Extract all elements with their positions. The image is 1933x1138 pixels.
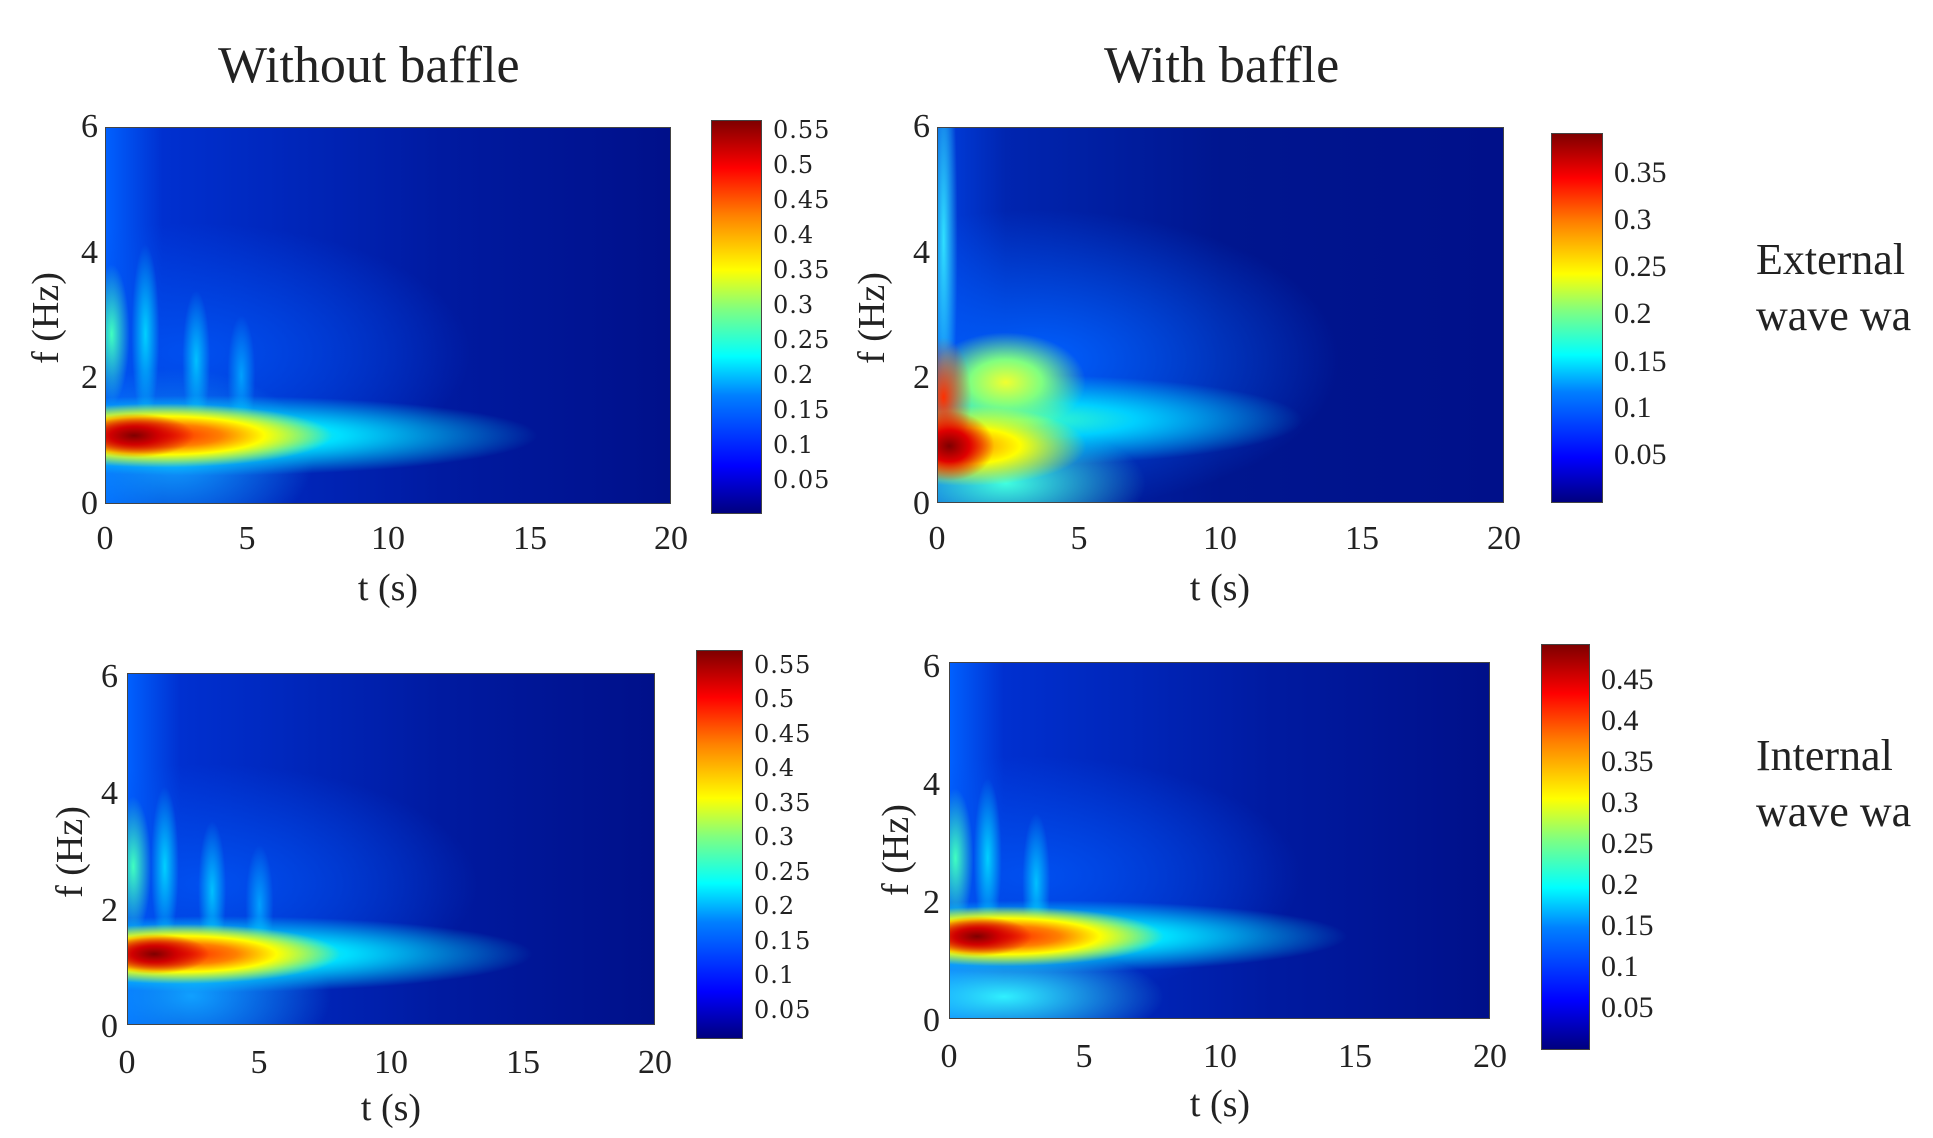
x-tick: 20 <box>1473 1038 1507 1075</box>
y-tick: 2 <box>81 359 98 396</box>
y-axis-label: f (Hz) <box>851 272 893 364</box>
x-tick: 5 <box>238 520 256 557</box>
x-tick: 15 <box>506 1044 540 1081</box>
row-label-external: External wave wa <box>1756 232 1911 344</box>
x-tick: 15 <box>1345 520 1379 557</box>
colorbar-tick: 0.3 <box>754 823 796 851</box>
colorbar-tick: 0.4 <box>773 221 815 249</box>
x-tick: 15 <box>1338 1038 1372 1075</box>
x-tick: 15 <box>513 520 547 557</box>
colorbar-tick: 0.1 <box>1614 391 1652 424</box>
colorbar-tick: 0.2 <box>1601 868 1639 901</box>
colorbar-tick: 0.15 <box>1614 345 1667 378</box>
spectrogram-plot <box>937 127 1504 503</box>
colorbar-tick: 0.45 <box>773 186 831 214</box>
x-tick: 20 <box>638 1044 672 1081</box>
y-tick: 4 <box>923 766 940 803</box>
colorbar-tick: 0.25 <box>1614 250 1667 283</box>
colorbar-tick: 0.5 <box>754 685 796 713</box>
y-tick: 4 <box>913 234 930 271</box>
colorbar-tick: 0.2 <box>1614 297 1652 330</box>
colorbar <box>1541 644 1590 1050</box>
y-tick: 0 <box>81 485 98 522</box>
y-tick: 0 <box>913 485 930 522</box>
x-tick: 5 <box>1075 1038 1093 1075</box>
colorbar-tick: 0.05 <box>754 996 812 1024</box>
colorbar-tick: 0.35 <box>773 256 831 284</box>
colorbar-tick: 0.4 <box>754 754 796 782</box>
y-tick: 4 <box>81 234 98 271</box>
colorbar-tick: 0.05 <box>1601 991 1654 1024</box>
colorbar-tick: 0.1 <box>773 431 815 459</box>
column-title-without-baffle: Without baffle <box>218 37 520 94</box>
x-tick: 0 <box>928 520 946 557</box>
y-axis-label: f (Hz) <box>875 804 917 896</box>
y-tick: 2 <box>923 884 940 921</box>
x-axis-label: t (s) <box>360 1087 422 1129</box>
colorbar-tick: 0.5 <box>773 151 815 179</box>
x-tick: 0 <box>118 1044 136 1081</box>
spectrogram-plot <box>949 662 1490 1019</box>
y-tick: 2 <box>913 359 930 396</box>
y-tick: 0 <box>101 1008 118 1045</box>
row-label-external-line1: External <box>1756 235 1906 284</box>
y-tick: 6 <box>913 108 930 145</box>
colorbar-tick: 0.45 <box>1601 663 1654 696</box>
colorbar-tick: 0.3 <box>773 291 815 319</box>
colorbar-tick: 0.1 <box>754 961 796 989</box>
x-tick: 20 <box>654 520 688 557</box>
colorbar-tick: 0.55 <box>773 116 831 144</box>
y-tick: 0 <box>923 1002 940 1039</box>
x-tick: 10 <box>371 520 405 557</box>
y-axis-label: f (Hz) <box>49 806 91 898</box>
colorbar-tick: 0.35 <box>1601 745 1654 778</box>
colorbar-tick: 0.3 <box>1601 786 1639 819</box>
y-axis-label: f (Hz) <box>25 272 67 364</box>
colorbar-tick: 0.25 <box>773 326 831 354</box>
colorbar-tick: 0.4 <box>1601 704 1639 737</box>
y-tick: 4 <box>101 775 118 812</box>
colorbar-tick: 0.15 <box>754 927 812 955</box>
x-axis-label: t (s) <box>1189 567 1251 609</box>
x-tick: 10 <box>1203 1038 1237 1075</box>
colorbar-tick: 0.25 <box>754 858 812 886</box>
row-label-external-line2: wave wa <box>1756 291 1912 340</box>
x-tick: 10 <box>1203 520 1237 557</box>
colorbar-tick: 0.05 <box>773 466 831 494</box>
x-tick: 10 <box>374 1044 408 1081</box>
colorbar <box>1551 133 1603 503</box>
x-axis-label: t (s) <box>1189 1083 1251 1125</box>
colorbar-tick: 0.35 <box>754 789 812 817</box>
x-axis-label: t (s) <box>357 567 419 609</box>
y-tick: 6 <box>81 108 98 145</box>
colorbar-tick: 0.15 <box>1601 909 1654 942</box>
row-label-internal: Internal wave wa <box>1756 728 1911 840</box>
row-label-internal-line1: Internal <box>1756 731 1893 780</box>
colorbar-tick: 0.35 <box>1614 156 1667 189</box>
y-tick: 2 <box>101 892 118 929</box>
x-tick: 20 <box>1487 520 1521 557</box>
x-tick: 5 <box>250 1044 268 1081</box>
row-label-internal-line2: wave wa <box>1756 787 1912 836</box>
colorbar-tick: 0.2 <box>754 892 796 920</box>
y-tick: 6 <box>923 648 940 685</box>
x-tick: 0 <box>940 1038 958 1075</box>
colorbar-tick: 0.05 <box>1614 438 1667 471</box>
y-tick: 6 <box>101 658 118 695</box>
x-tick: 0 <box>96 520 114 557</box>
colorbar-tick: 0.1 <box>1601 950 1639 983</box>
colorbar-tick: 0.45 <box>754 720 812 748</box>
colorbar-tick: 0.55 <box>754 651 812 679</box>
colorbar-tick: 0.25 <box>1601 827 1654 860</box>
colorbar <box>696 650 743 1039</box>
colorbar-tick: 0.3 <box>1614 203 1652 236</box>
column-title-with-baffle: With baffle <box>1104 37 1340 94</box>
colorbar-tick: 0.15 <box>773 396 831 424</box>
spectrogram-plot <box>127 673 655 1025</box>
colorbar-tick: 0.2 <box>773 361 815 389</box>
spectrogram-plot <box>105 127 671 504</box>
colorbar <box>711 120 762 514</box>
x-tick: 5 <box>1070 520 1088 557</box>
